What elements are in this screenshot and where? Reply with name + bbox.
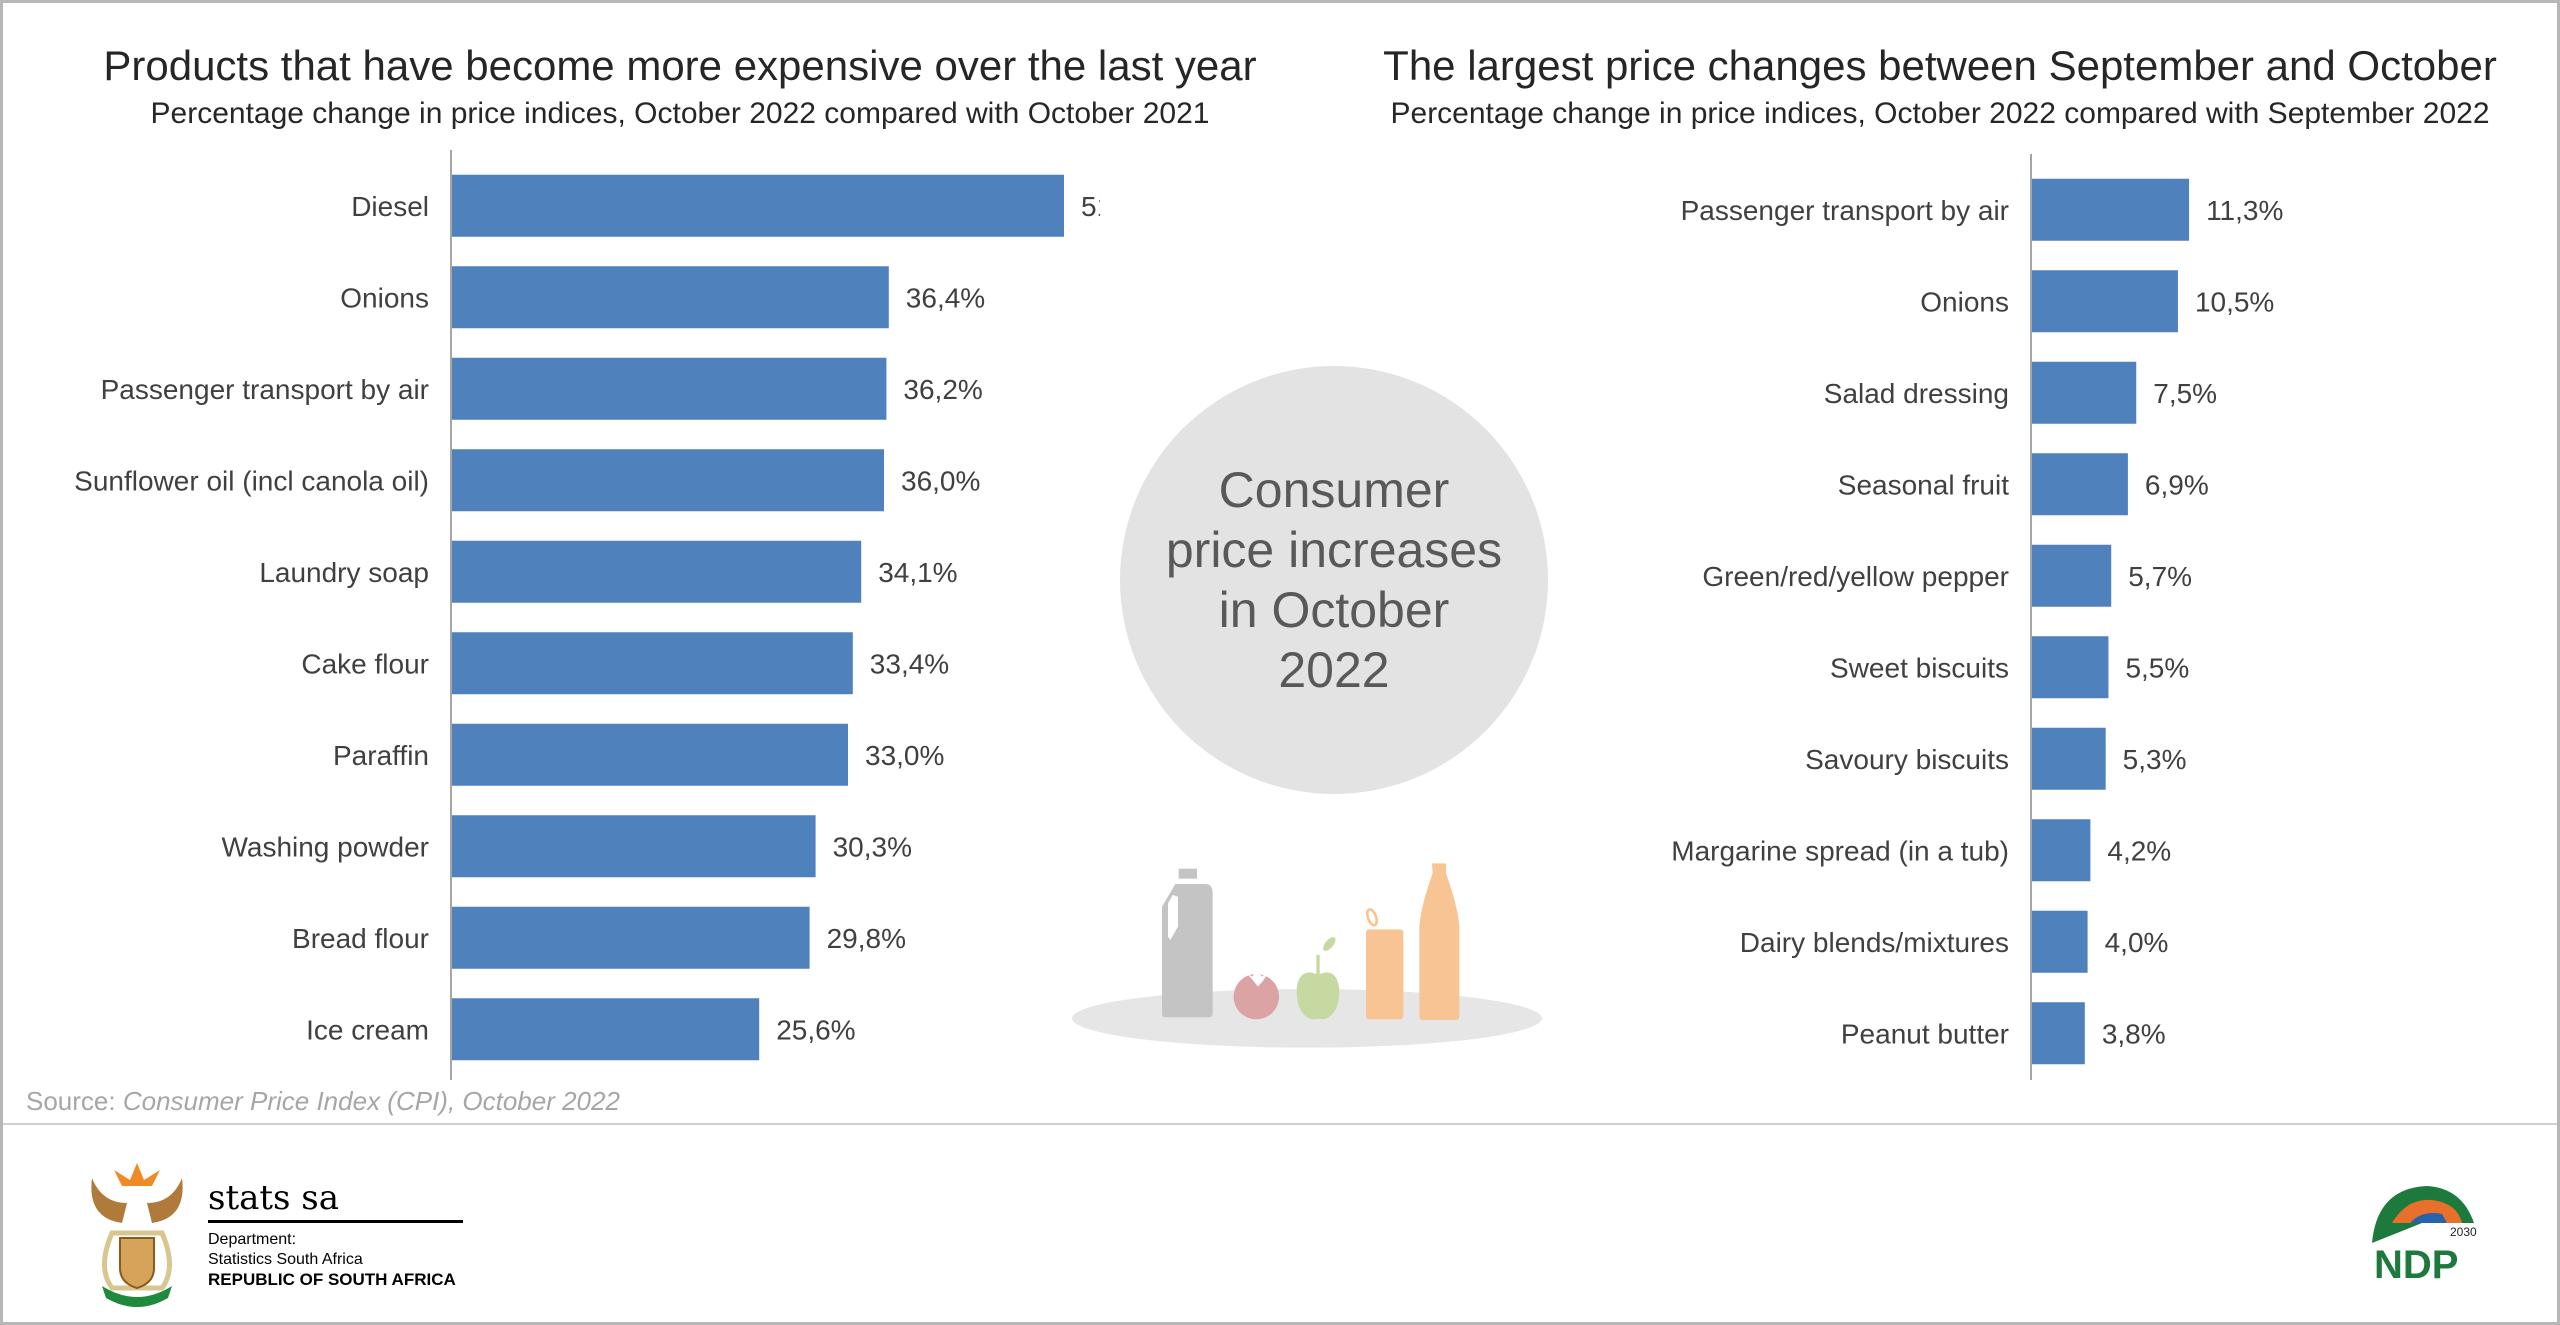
right-category-label: Seasonal fruit <box>1838 469 2009 500</box>
right-category-label: Savoury biscuits <box>1805 744 2009 775</box>
left-data-label: 33,4% <box>870 648 949 679</box>
left-category-label: Laundry soap <box>259 557 429 588</box>
right-bar <box>2032 636 2109 699</box>
left-data-label: 36,2% <box>903 374 982 405</box>
center-badge-text: Consumer price increases in October 2022 <box>1165 462 1503 698</box>
right-bar <box>2032 453 2128 516</box>
country-name: REPUBLIC OF SOUTH AFRICA <box>208 1270 456 1289</box>
jar-icon <box>1365 908 1404 1020</box>
right-bar-chart: Passenger transport by air 11,3% Onions 10,… <box>1671 154 2283 1080</box>
right-bar <box>2032 1002 2085 1065</box>
right-category-label: Peanut butter <box>1841 1018 2009 1049</box>
right-data-label: 5,7% <box>2128 561 2192 592</box>
left-category-label: Paraffin <box>333 740 429 771</box>
right-bar <box>2032 544 2112 607</box>
org-name: stats sa <box>208 1178 340 1218</box>
right-bar <box>2032 178 2190 241</box>
svg-text:2030: 2030 <box>2450 1225 2477 1239</box>
right-category-label: Passenger transport by air <box>1681 195 2009 226</box>
right-chart-subtitle: Percentage change in price indices, Octo… <box>1390 97 2490 130</box>
left-category-label: Bread flour <box>292 923 429 954</box>
right-bar <box>2032 819 2091 882</box>
right-data-label: 5,5% <box>2125 652 2189 683</box>
left-category-label: Washing powder <box>221 831 429 862</box>
right-category-label: Sweet biscuits <box>1830 652 2009 683</box>
left-bar-chart: Diesel 51,0% Onions 36,4% Passenger transpor… <box>74 150 1100 1080</box>
ndp-2030-logo: 2030 NDP <box>2372 1186 2477 1287</box>
source-note: Source: Consumer Price Index (CPI), Octo… <box>26 1086 620 1117</box>
tomato-icon <box>1233 970 1279 1020</box>
bottle-icon <box>1419 863 1460 1020</box>
left-category-label: Onions <box>340 282 429 313</box>
apple-icon <box>1296 937 1340 1020</box>
source-label: Source: <box>26 1086 116 1116</box>
left-bar <box>452 815 816 878</box>
left-data-label: 25,6% <box>776 1014 855 1045</box>
source-text: Consumer Price Index (CPI), October 2022 <box>122 1086 620 1116</box>
right-data-label: 5,3% <box>2123 744 2187 775</box>
right-bar <box>2032 361 2137 424</box>
left-data-label: 36,0% <box>901 465 980 496</box>
right-category-label: Dairy blends/mixtures <box>1740 927 2009 958</box>
left-bar <box>452 266 889 329</box>
left-bar <box>452 449 884 512</box>
left-category-label: Sunflower oil (incl canola oil) <box>74 465 429 496</box>
left-category-label: Diesel <box>351 191 429 222</box>
coat-of-arms-logo <box>91 1163 183 1307</box>
left-data-label: 34,1% <box>878 557 957 588</box>
left-bar <box>452 998 760 1061</box>
dept-label: Department: <box>208 1231 297 1248</box>
footer-divider <box>3 1123 2557 1125</box>
svg-text:NDP: NDP <box>2374 1243 2458 1287</box>
left-data-label: 33,0% <box>865 740 944 771</box>
right-category-label: Margarine spread (in a tub) <box>1671 835 2009 866</box>
left-data-label: 29,8% <box>827 923 906 954</box>
right-category-label: Salad dressing <box>1824 378 2009 409</box>
right-bar <box>2032 727 2106 790</box>
right-data-label: 6,9% <box>2145 469 2209 500</box>
org-rule <box>208 1220 463 1223</box>
right-data-label: 3,8% <box>2102 1018 2166 1049</box>
right-data-label: 7,5% <box>2153 378 2217 409</box>
left-data-label: 51,0% <box>1081 191 1100 222</box>
dept-name: Statistics South Africa <box>208 1251 363 1268</box>
right-chart-title: The largest price changes between Septem… <box>1383 42 2497 89</box>
left-chart-subtitle: Percentage change in price indices, Octo… <box>150 97 1210 130</box>
grocery-illustration <box>1072 863 1542 1048</box>
milk-jug-icon <box>1162 868 1213 1018</box>
left-bar <box>452 174 1064 237</box>
department-block: Department: Statistics South Africa REPU… <box>208 1230 456 1291</box>
left-data-label: 36,4% <box>906 282 985 313</box>
left-data-label: 30,3% <box>833 831 912 862</box>
right-data-label: 11,3% <box>2206 195 2283 226</box>
left-bar <box>452 723 848 786</box>
left-category-label: Passenger transport by air <box>101 374 429 405</box>
center-badge: Consumer price increases in October 2022 <box>1120 366 1548 794</box>
left-bar <box>452 540 862 603</box>
left-category-label: Ice cream <box>306 1014 429 1045</box>
right-category-label: Onions <box>1920 286 2009 317</box>
right-data-label: 4,0% <box>2105 927 2169 958</box>
left-chart-title: Products that have become more expensive… <box>103 42 1257 89</box>
right-bar <box>2032 270 2178 333</box>
left-bar <box>452 632 853 695</box>
left-category-label: Cake flour <box>301 648 429 679</box>
right-data-label: 10,5% <box>2195 286 2274 317</box>
right-bar <box>2032 910 2088 973</box>
right-category-label: Green/red/yellow pepper <box>1702 561 2009 592</box>
left-bar <box>452 906 810 969</box>
right-data-label: 4,2% <box>2107 835 2171 866</box>
left-bar <box>452 357 887 420</box>
